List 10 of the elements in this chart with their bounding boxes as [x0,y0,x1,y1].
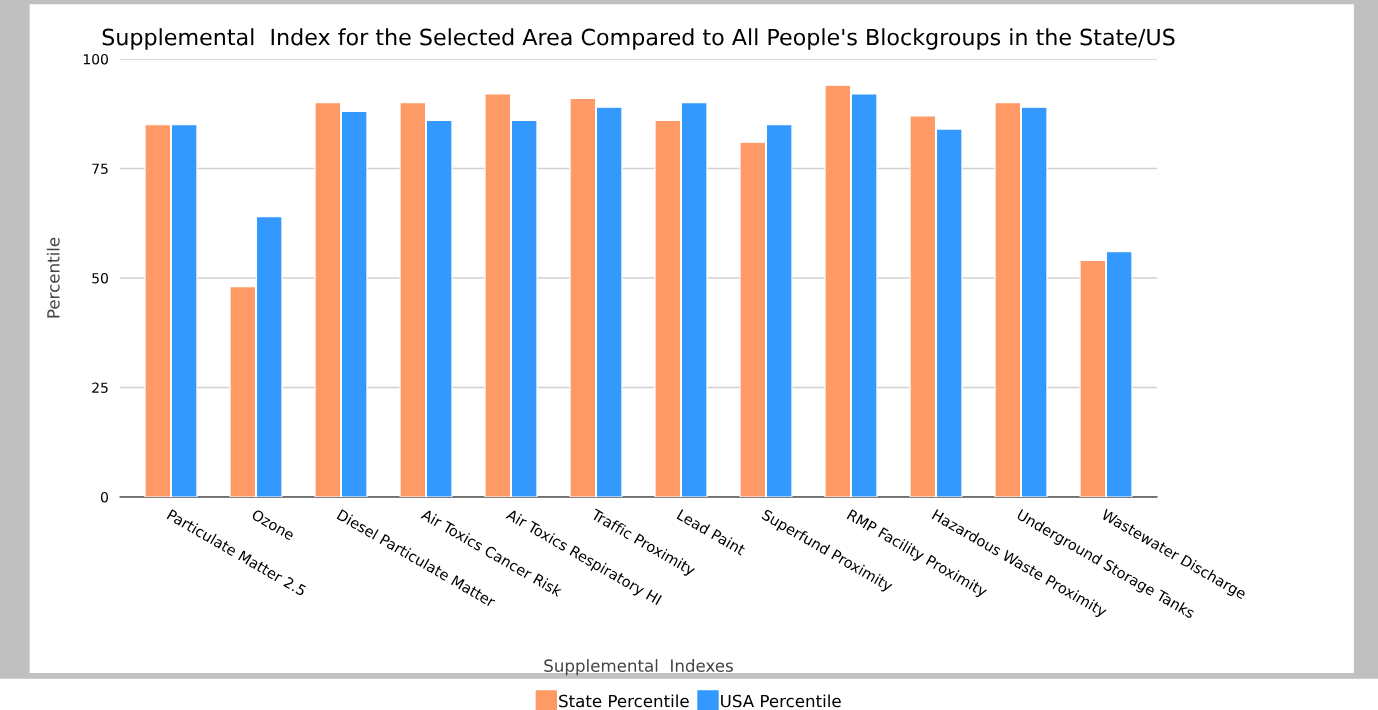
y-axis-title: Percentile [46,237,60,318]
chart-title: Supplemental Index for the Selected Area Compared to All People's Blockgroups in the State/US [102,28,1175,50]
y-tick-label: 75 [92,163,108,174]
legend-label: State Percentile [559,694,689,708]
legend-label: USA Percentile [721,694,841,708]
y-tick-label: 50 [92,272,108,284]
x-axis-title: Supplemental Indexes [544,659,733,676]
y-tick-label: 100 [83,53,108,65]
y-tick-label: 25 [92,382,108,393]
y-tick-label: 0 [100,491,108,503]
